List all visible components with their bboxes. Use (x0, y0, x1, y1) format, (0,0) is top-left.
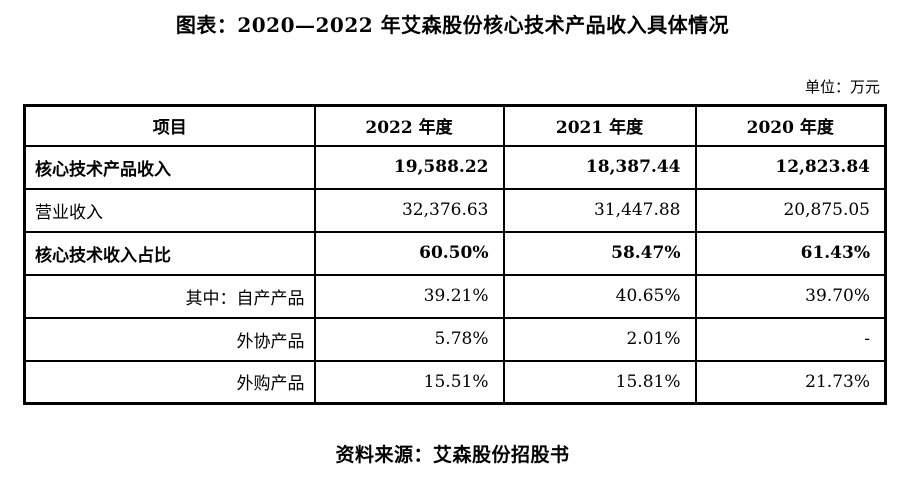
cell-2020: 20,875.05 (694, 187, 887, 233)
row-label: 外协产品 (23, 316, 316, 362)
table-header-row: 项目 2022 年度 2021 年度 2020 年度 (23, 104, 887, 147)
table-row-self-produced: 其中：自产产品 39.21% 40.65% 39.70% (23, 273, 887, 319)
table-row-purchased: 外购产品 15.51% 15.81% 21.73% (23, 359, 887, 405)
cell-2021: 40.65% (502, 273, 697, 319)
revenue-table: 项目 2022 年度 2021 年度 2020 年度 核心技术产品收入 19,5… (23, 104, 887, 405)
row-label: 核心技术产品收入 (23, 144, 316, 190)
cell-2021: 31,447.88 (502, 187, 697, 233)
header-cell-item: 项目 (23, 104, 316, 147)
table-row-core-tech-revenue: 核心技术产品收入 19,588.22 18,387.44 12,823.84 (23, 144, 887, 190)
page-title: 图表：2020—2022 年艾森股份核心技术产品收入具体情况 (175, 13, 730, 37)
table-section: 单位：万元 项目 2022 年度 2021 年度 2020 年度 核心技术产品收… (23, 76, 887, 405)
cell-2022: 32,376.63 (313, 187, 505, 233)
cell-2020: 21.73% (694, 359, 887, 405)
cell-2022: 39.21% (313, 273, 505, 319)
table-row-outsourced: 外协产品 5.78% 2.01% - (23, 316, 887, 362)
header-cell-2020: 2020 年度 (694, 104, 887, 147)
cell-2022: 15.51% (313, 359, 505, 405)
cell-2021: 58.47% (502, 230, 697, 276)
cell-2021: 15.81% (502, 359, 697, 405)
cell-2022: 5.78% (313, 316, 505, 362)
cell-2022: 60.50% (313, 230, 505, 276)
cell-2020: 61.43% (694, 230, 887, 276)
row-label: 其中：自产产品 (23, 273, 316, 319)
cell-2022: 19,588.22 (313, 144, 505, 190)
source-note: 资料来源：艾森股份招股书 (335, 444, 570, 466)
cell-2020: - (694, 316, 887, 362)
table-row-operating-revenue: 营业收入 32,376.63 31,447.88 20,875.05 (23, 187, 887, 233)
cell-2020: 12,823.84 (694, 144, 887, 190)
header-cell-2022: 2022 年度 (313, 104, 505, 147)
cell-2020: 39.70% (694, 273, 887, 319)
table-row-core-tech-ratio: 核心技术收入占比 60.50% 58.47% 61.43% (23, 230, 887, 276)
row-label: 营业收入 (23, 187, 316, 233)
row-label: 外购产品 (23, 359, 316, 405)
unit-label: 单位：万元 (804, 78, 880, 96)
header-cell-2021: 2021 年度 (502, 104, 697, 147)
cell-2021: 2.01% (502, 316, 697, 362)
row-label: 核心技术收入占比 (23, 230, 316, 276)
cell-2021: 18,387.44 (502, 144, 697, 190)
